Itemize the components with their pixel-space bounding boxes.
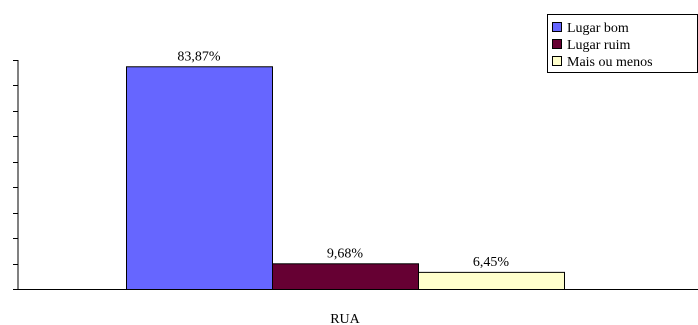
bar-lugar-bom (126, 66, 273, 291)
bar-lugar-ruim (272, 263, 419, 290)
legend: Lugar bom Lugar ruim Mais ou menos (547, 14, 698, 73)
bar-mais-ou-menos (418, 271, 565, 291)
x-category-label: RUA (330, 312, 360, 325)
data-label-mais-ou-menos: 6,45% (473, 255, 510, 270)
legend-label-lugar-bom: Lugar bom (567, 21, 629, 36)
legend-swatch-mais-ou-menos (552, 56, 562, 66)
legend-swatch-lugar-ruim (552, 39, 562, 49)
legend-label-mais-ou-menos: Mais ou menos (567, 55, 653, 70)
data-label-lugar-bom: 83,87% (177, 49, 221, 64)
legend-box (547, 14, 698, 73)
legend-swatch-lugar-bom (552, 22, 562, 32)
data-label-lugar-ruim: 9,68% (327, 246, 364, 261)
legend-label-lugar-ruim: Lugar ruim (567, 38, 630, 53)
plot-area: 83,87% 9,68% 6,45% (13, 49, 698, 291)
